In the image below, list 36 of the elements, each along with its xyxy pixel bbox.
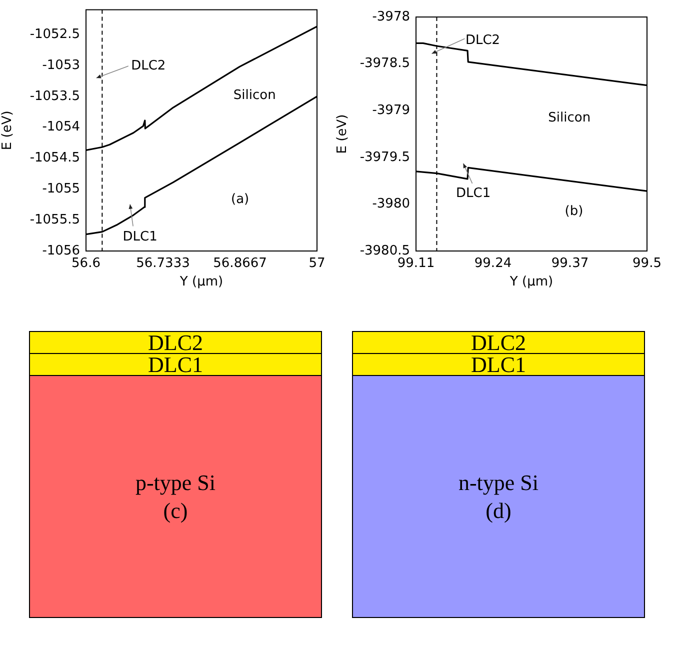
y-tick-label: -3978 <box>372 9 410 24</box>
y-tick-label: -1055.5 <box>30 212 80 228</box>
y-tick-label: -1054.5 <box>30 150 80 166</box>
layer-stack-diagram: DLC2 DLC1 n-type Si (d) <box>352 331 645 618</box>
x-tick-label: 56.8667 <box>213 256 267 272</box>
y-axis-title: E (eV) <box>0 110 16 150</box>
y-tick-label: -1056 <box>42 243 80 258</box>
x-tick-label: 99.11 <box>397 256 435 272</box>
annotation: (b) <box>564 204 584 220</box>
y-tick-label: -1053 <box>42 58 80 73</box>
x-tick-label: 56.7333 <box>136 256 190 272</box>
annotation: DLC1 <box>122 230 158 245</box>
y-tick-label: -1053.5 <box>30 88 80 104</box>
y-tick-label: -1052.5 <box>30 26 80 42</box>
annotation: DLC2 <box>465 33 500 48</box>
y-tick-label: -1054 <box>42 120 80 135</box>
y-tick-label: -3979 <box>372 102 410 118</box>
annotation: DLC2 <box>131 58 166 74</box>
x-tick-label: 99.37 <box>551 256 589 272</box>
annotation: (a) <box>231 192 250 208</box>
layer-stack-diagram: DLC2 DLC1 p-type Si (c) <box>29 331 322 618</box>
x-tick-label: 99.24 <box>474 256 512 272</box>
x-tick-label: 56.6 <box>72 256 100 272</box>
annotation: Silicon <box>548 110 591 126</box>
annotation: DLC1 <box>456 186 491 201</box>
x-axis-title: Y (μm) <box>508 274 554 290</box>
y-tick-label: -1055 <box>42 182 80 197</box>
x-axis-title: Y (μm) <box>178 274 224 290</box>
y-tick-label: -3979.5 <box>360 150 410 165</box>
y-tick-label: -3978.5 <box>360 56 410 72</box>
y-tick-label: -3980 <box>372 196 410 212</box>
x-tick-label: 57 <box>308 256 326 272</box>
y-tick-label: -3980.5 <box>360 243 410 258</box>
annotation: Silicon <box>233 88 276 103</box>
y-axis-title: E (eV) <box>335 114 350 154</box>
x-tick-label: 99.5 <box>632 256 662 272</box>
